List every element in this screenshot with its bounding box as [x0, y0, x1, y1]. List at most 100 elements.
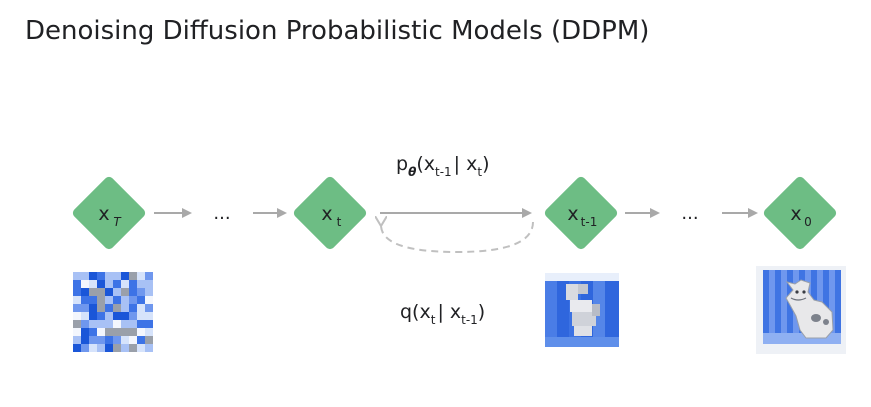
noise-pixel — [145, 288, 153, 296]
noise-pixel — [73, 272, 81, 280]
ellipsis-left: ... — [213, 203, 230, 224]
noise-pixel — [145, 328, 153, 336]
noise-pixel — [137, 296, 145, 304]
noise-pixel — [89, 296, 97, 304]
noise-pixel — [97, 336, 105, 344]
noise-pixel — [81, 336, 89, 344]
noise-pixel — [121, 344, 129, 352]
noise-pixel — [105, 288, 113, 296]
noise-pixel — [105, 280, 113, 288]
noise-pixel — [145, 280, 153, 288]
noise-pixel — [97, 344, 105, 352]
noise-pixel — [129, 280, 137, 288]
node-xt-1: x t-1 — [544, 176, 618, 250]
noise-pixel — [89, 328, 97, 336]
noise-pixel — [105, 344, 113, 352]
noise-pixel — [121, 296, 129, 304]
noise-pixel — [105, 272, 113, 280]
noise-pixel — [89, 288, 97, 296]
noise-pixel — [145, 336, 153, 344]
dashed-arrow-xt-1-to-xt — [381, 222, 534, 254]
noise-pixel — [137, 280, 145, 288]
noise-pixel — [137, 328, 145, 336]
noise-pixel — [73, 336, 81, 344]
node-xt-1-diamond — [544, 176, 618, 250]
noise-pixel — [121, 288, 129, 296]
node-x0-subscript: 0 — [804, 215, 812, 229]
noise-pixel — [73, 280, 81, 288]
noise-pixel — [129, 320, 137, 328]
noise-pixel — [145, 296, 153, 304]
noise-pixel — [73, 312, 81, 320]
noise-pixel — [121, 336, 129, 344]
noise-pixel — [129, 312, 137, 320]
noise-pixel — [113, 312, 121, 320]
noise-pixel — [73, 328, 81, 336]
noise-pixel — [113, 272, 121, 280]
noise-pixel — [113, 280, 121, 288]
noise-pixel — [121, 320, 129, 328]
node-xt: x t — [293, 176, 367, 250]
noise-pixel — [137, 312, 145, 320]
noise-pixel — [121, 304, 129, 312]
reverse-process-formula: pθ(xt-1 | xt) — [396, 153, 489, 179]
noise-pixel — [121, 328, 129, 336]
node-xT-diamond — [72, 176, 146, 250]
noise-pixel — [113, 296, 121, 304]
noise-pixel — [121, 272, 129, 280]
forward-process-label: q(xt | xt-1) — [400, 301, 485, 327]
node-x0-diamond — [763, 176, 837, 250]
noise-pixel — [97, 304, 105, 312]
noise-pixel — [145, 344, 153, 352]
noise-pixel — [129, 336, 137, 344]
noise-pixel — [121, 280, 129, 288]
noise-pixel — [129, 288, 137, 296]
noise-pixel — [105, 304, 113, 312]
noise-pixel — [145, 272, 153, 280]
noise-pixel — [89, 280, 97, 288]
node-xt-1-label: x — [567, 203, 578, 225]
noise-pixel — [129, 272, 137, 280]
noise-pixel — [137, 320, 145, 328]
noise-pixel — [105, 336, 113, 344]
noise-pixel — [129, 296, 137, 304]
noise-pixel — [113, 328, 121, 336]
node-xT-subscript: T — [113, 215, 122, 229]
noise-pixel — [137, 272, 145, 280]
noise-pixel — [89, 320, 97, 328]
noise-pixel — [81, 304, 89, 312]
noise-pixel — [73, 288, 81, 296]
node-x0: x 0 — [763, 176, 837, 250]
noise-pixel — [81, 288, 89, 296]
noise-pixel — [97, 320, 105, 328]
noise-pixel — [89, 312, 97, 320]
noise-pixel — [89, 272, 97, 280]
node-x0-label: x — [790, 203, 801, 225]
noise-pixel — [81, 320, 89, 328]
noise-pixel — [81, 328, 89, 336]
noise-pixel — [81, 272, 89, 280]
noise-pixel — [73, 296, 81, 304]
noise-pixel — [145, 320, 153, 328]
noise-pixel — [97, 280, 105, 288]
noise-pixel — [73, 304, 81, 312]
noise-pixel — [73, 320, 81, 328]
noise-pixel — [105, 296, 113, 304]
noise-pixel — [97, 296, 105, 304]
noise-pixel — [81, 296, 89, 304]
noise-pixel — [73, 344, 81, 352]
noise-pixel — [137, 304, 145, 312]
node-xT: x T — [72, 176, 146, 250]
noise-pixel — [97, 328, 105, 336]
noise-pixel — [145, 312, 153, 320]
noise-pixel — [105, 320, 113, 328]
noise-pixel — [105, 328, 113, 336]
noise-pixel — [113, 344, 121, 352]
noise-pixel — [89, 344, 97, 352]
noise-pixel — [81, 312, 89, 320]
node-xT-label: x — [98, 203, 109, 225]
noise-pixel — [97, 312, 105, 320]
noise-pixel — [97, 288, 105, 296]
noise-pixel — [113, 288, 121, 296]
noise-pixel — [113, 336, 121, 344]
